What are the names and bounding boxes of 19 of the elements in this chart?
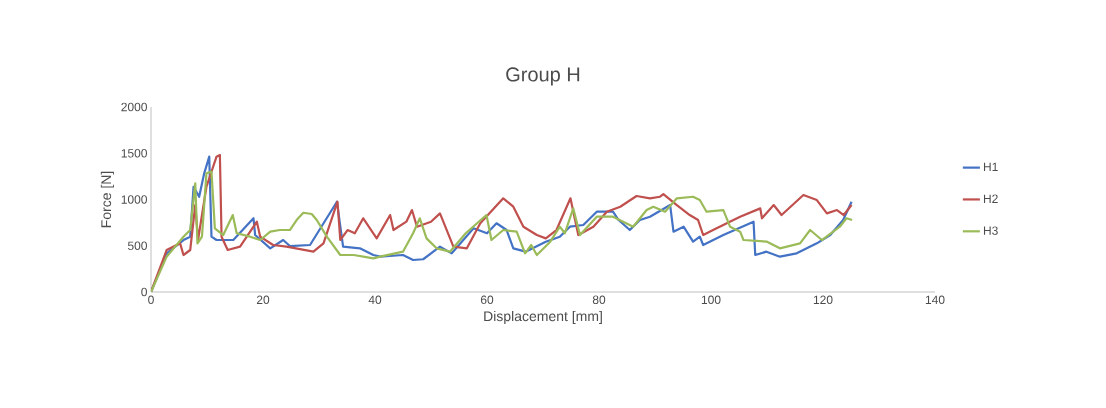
- x-tick-label: 0: [148, 295, 154, 305]
- x-tick-label: 40: [368, 295, 382, 305]
- x-tick-label: 80: [592, 295, 606, 305]
- y-tick-label: 1500: [121, 149, 147, 158]
- y-tick-label: 2000: [121, 102, 147, 112]
- y-tick-label: 0: [141, 287, 148, 297]
- legend-label: H3: [983, 226, 998, 235]
- x-tick-label: 140: [925, 295, 945, 305]
- legend-label: H1: [983, 162, 998, 171]
- y-axis-title: Force [N]: [100, 171, 114, 228]
- chart-title: Group H: [506, 67, 580, 86]
- x-tick-label: 100: [701, 295, 721, 305]
- y-tick-label: 1000: [121, 195, 147, 204]
- x-axis-title: Displacement [mm]: [484, 310, 602, 324]
- y-tick-label: 500: [127, 241, 147, 250]
- x-tick-label: 120: [813, 295, 833, 305]
- x-tick-label: 60: [480, 295, 494, 305]
- legend-label: H2: [983, 194, 998, 203]
- x-tick-label: 20: [256, 295, 270, 305]
